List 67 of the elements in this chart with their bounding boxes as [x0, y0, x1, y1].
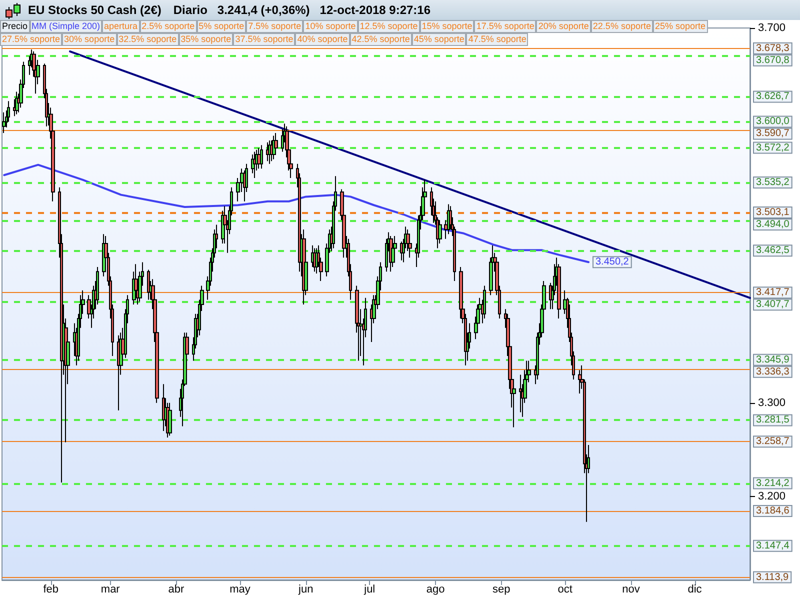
candlestick: [578, 370, 582, 394]
annotation: 2.5% soporte: [140, 20, 197, 33]
annotation: 40% soporte: [295, 33, 350, 46]
candlestick: [266, 142, 269, 162]
x-tick-label: may: [230, 584, 251, 596]
ref-line-label: 3.147,4: [756, 540, 790, 552]
annotation: 25% soporte: [652, 20, 708, 33]
text: MM (Simple 200): [30, 20, 102, 33]
ref-line-label: 3.113,9: [756, 572, 790, 583]
annotation: 45% soporte: [412, 33, 466, 46]
ref-line-label: 3.626,7: [756, 91, 790, 102]
ref-line-label: 3.503,1: [756, 207, 790, 218]
ref-line-label: 3.417,7: [756, 287, 790, 298]
y-tick-label: 3.300: [758, 396, 786, 409]
annotation: 30% soporte: [62, 33, 117, 46]
x-tick-label: nov: [622, 584, 640, 596]
annotation: 37.5% soporte: [233, 33, 296, 46]
chart-title: EU Stocks 50 Cash (2€): [28, 3, 162, 17]
candlestick: [147, 269, 150, 300]
ref-line-label: 3.336,3: [756, 366, 790, 378]
ref-line-label: 3.258,7: [756, 436, 790, 448]
annotation: 5% soporte: [196, 20, 246, 33]
ref-line-label: 3.590,7: [756, 128, 790, 140]
annotation: 20% soporte: [536, 20, 591, 33]
ref-line-label: 3.572,2: [756, 142, 790, 154]
ref-line-label: 3.281,5: [756, 414, 790, 426]
candlestick: [257, 147, 261, 170]
ref-line-label: 3.535,2: [756, 176, 790, 188]
ref-line-label: 3.214,2: [756, 478, 790, 489]
ref-line-label: 3.184,6: [756, 506, 790, 517]
annotation: apertura: [102, 20, 140, 33]
x-tick-label: oct: [558, 584, 572, 596]
y-tick-label: 3.700: [758, 22, 786, 34]
annotation: 12.5% soporte: [358, 20, 420, 33]
annotation: 35% soporte: [178, 33, 234, 46]
x-tick-label: ago: [426, 584, 445, 596]
ref-line-label: 3.678,3: [756, 42, 790, 54]
annotation: 15% soporte: [420, 20, 474, 33]
x-tick-label: mar: [100, 584, 120, 596]
annotation: 42.5% soporte: [350, 33, 412, 46]
legend-label: Precio: [0, 20, 30, 33]
ref-line-label: 3.462,5: [756, 245, 790, 256]
annotation: 27.5% soporte: [0, 33, 62, 46]
annotation: 17.5% soporte: [474, 20, 536, 33]
candlestick: [438, 220, 442, 244]
chart-subtitle: Diario 3.241,4 (+0,36%) 12-oct-2018 9:27:16: [173, 3, 431, 17]
x-tick-label: abr: [168, 584, 185, 596]
x-tick-label: jun: [298, 584, 314, 596]
annotation: 10% soporte: [303, 20, 358, 33]
ref-line-label: 3.494,0: [756, 219, 790, 230]
y-tick-label: 3.200: [758, 490, 786, 503]
candlestick: [459, 266, 463, 320]
annotation: 7.5% soporte: [246, 20, 304, 33]
x-tick-label: jul: [363, 584, 376, 596]
annotation: 22.5% soporte: [590, 20, 653, 33]
ref-line-label: 3.600,0: [756, 116, 790, 128]
x-tick-label: dic: [688, 584, 702, 596]
annotation: 47.5% soporte: [466, 33, 528, 46]
x-tick-label: feb: [43, 584, 59, 596]
ref-line-label: 3.345,9: [756, 354, 790, 366]
x-tick-label: sep: [492, 584, 510, 596]
annotation: 32.5% soporte: [116, 33, 179, 46]
ref-line-label: 3.407,7: [756, 299, 790, 310]
candlestick: [162, 384, 165, 432]
line-series: [3, 164, 590, 264]
data-label: 3.450,2: [596, 256, 630, 268]
ref-line-label: 3.670,8: [756, 54, 790, 66]
